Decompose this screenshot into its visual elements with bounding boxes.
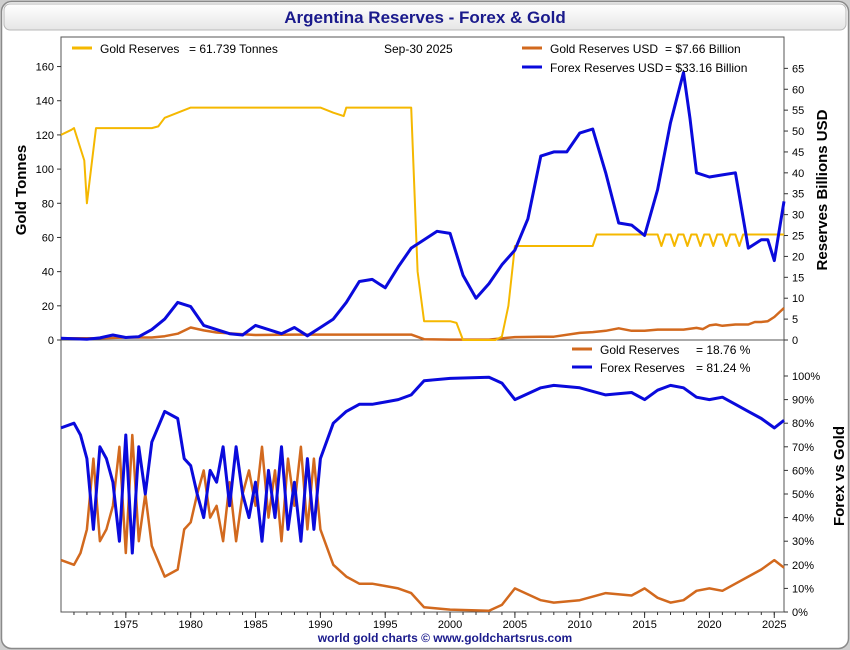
pct-tick-label: 0%	[792, 607, 808, 619]
y2-tick-label: 30	[792, 210, 804, 222]
x-tick-label: 2020	[697, 619, 721, 631]
date-label: Sep-30 2025	[384, 42, 453, 56]
y2-tick-label: 5	[792, 314, 798, 326]
legend-label-gold-pct: Gold Reserves	[600, 343, 679, 357]
legend-label-gold-usd: Gold Reserves USD	[550, 42, 658, 56]
x-tick-label: 1990	[308, 619, 332, 631]
y-tick-label: 160	[36, 62, 54, 74]
y2-axis-label-reserves-billions: Reserves Billions USD	[814, 109, 831, 270]
y-tick-label: 80	[42, 198, 54, 210]
y2-tick-label: 0	[792, 335, 798, 347]
x-tick-label: 2005	[503, 619, 527, 631]
pct-tick-label: 50%	[792, 489, 814, 501]
y-tick-label: 20	[42, 301, 54, 313]
pct-tick-label: 60%	[792, 465, 814, 477]
series-line-gold-pct	[60, 433, 785, 613]
y2-tick-label: 55	[792, 105, 804, 117]
bottom-panel	[60, 339, 785, 613]
top-panel	[60, 36, 785, 341]
x-tick-label: 2000	[438, 619, 462, 631]
y2-tick-label: 35	[792, 189, 804, 201]
y2-tick-label: 15	[792, 272, 804, 284]
pct-tick-label: 10%	[792, 583, 814, 595]
x-tick-label: 1975	[114, 619, 138, 631]
chart-title: Argentina Reserves - Forex & Gold	[284, 8, 566, 27]
legend-label-forex-usd: Forex Reserves USD	[550, 61, 664, 75]
bottom-legend: Gold Reserves = 18.76 % Forex Reserves =…	[572, 343, 751, 375]
legend-value-gold-pct: = 18.76 %	[696, 343, 751, 357]
y2-tick-label: 20	[792, 251, 804, 263]
y-tick-label: 0	[48, 335, 54, 347]
y2-tick-label: 25	[792, 231, 804, 243]
series-line-gold-usd	[61, 307, 785, 341]
y-tick-label: 140	[36, 96, 54, 108]
y2-tick-label: 50	[792, 126, 804, 138]
legend-value-gold-tonnes: = 61.739 Tonnes	[189, 42, 278, 56]
top-axis-ticks: 0 20 40 60 80 100 120 140 160 0 5 10 15 20 25 30 35 40 45 5…	[36, 62, 805, 347]
pct-tick-label: 80%	[792, 418, 814, 430]
pct-tick-label: 20%	[792, 560, 814, 572]
footer-credit[interactable]: world gold charts © www.goldchartsrus.co…	[317, 631, 572, 645]
legend-value-gold-usd: = $7.66 Billion	[665, 42, 741, 56]
y2-tick-label: 40	[792, 168, 804, 180]
x-tick-label: 2025	[762, 619, 786, 631]
y2-tick-label: 10	[792, 293, 804, 305]
x-tick-label: 2010	[568, 619, 592, 631]
series-layer	[60, 71, 786, 613]
pct-tick-label: 40%	[792, 513, 814, 525]
x-tick-label: 2015	[632, 619, 656, 631]
series-line-forex-pct	[60, 375, 785, 555]
series-line-gold-tonnes	[60, 106, 784, 341]
y-tick-label: 100	[36, 164, 54, 176]
title-bar	[3, 3, 847, 31]
x-tick-label: 1985	[243, 619, 267, 631]
y2-tick-label: 45	[792, 147, 804, 159]
bottom-axis-ticks: 0% 10% 20% 30% 40% 50% 60% 70% 80% 90% 100% 1975 198…	[73, 371, 820, 631]
pct-tick-label: 100%	[792, 371, 820, 383]
x-tick-label: 1995	[373, 619, 397, 631]
x-tick-label: 1980	[178, 619, 202, 631]
series-line-forex-usd	[60, 71, 786, 341]
legend-value-forex-usd: = $33.16 Billion	[665, 61, 747, 75]
y-tick-label: 60	[42, 232, 54, 244]
pct-tick-label: 30%	[792, 536, 814, 548]
pct-tick-label: 90%	[792, 395, 814, 407]
y-tick-label: 40	[42, 267, 54, 279]
y-axis-label-forex-vs-gold: Forex vs Gold	[831, 426, 848, 526]
y2-tick-label: 60	[792, 84, 804, 96]
legend-label-gold-tonnes: Gold Reserves	[100, 42, 179, 56]
y2-tick-label: 65	[792, 63, 804, 75]
y-axis-label-gold-tonnes: Gold Tonnes	[13, 145, 30, 236]
top-legend: Gold Reserves = 61.739 Tonnes Sep-30 202…	[72, 42, 747, 75]
legend-value-forex-pct: = 81.24 %	[696, 361, 751, 375]
pct-tick-label: 70%	[792, 442, 814, 454]
y-tick-label: 120	[36, 130, 54, 142]
legend-label-forex-pct: Forex Reserves	[600, 361, 685, 375]
